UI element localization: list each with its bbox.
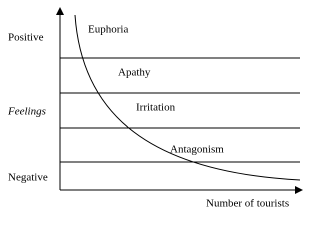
- stage-label: Antagonism: [170, 144, 224, 156]
- y-top-label: Positive: [8, 32, 44, 44]
- diagram: Positive Feelings Negative Number of tou…: [7, 7, 303, 210]
- stage-label: Irritation: [136, 102, 176, 114]
- irridex-curve: [74, 14, 301, 181]
- x-axis-label: Number of tourists: [206, 198, 289, 210]
- y-axis-label: Feelings: [7, 106, 46, 118]
- y-bottom-label: Negative: [8, 172, 48, 184]
- stage-label: Apathy: [118, 67, 151, 79]
- stage-label: Euphoria: [88, 24, 128, 36]
